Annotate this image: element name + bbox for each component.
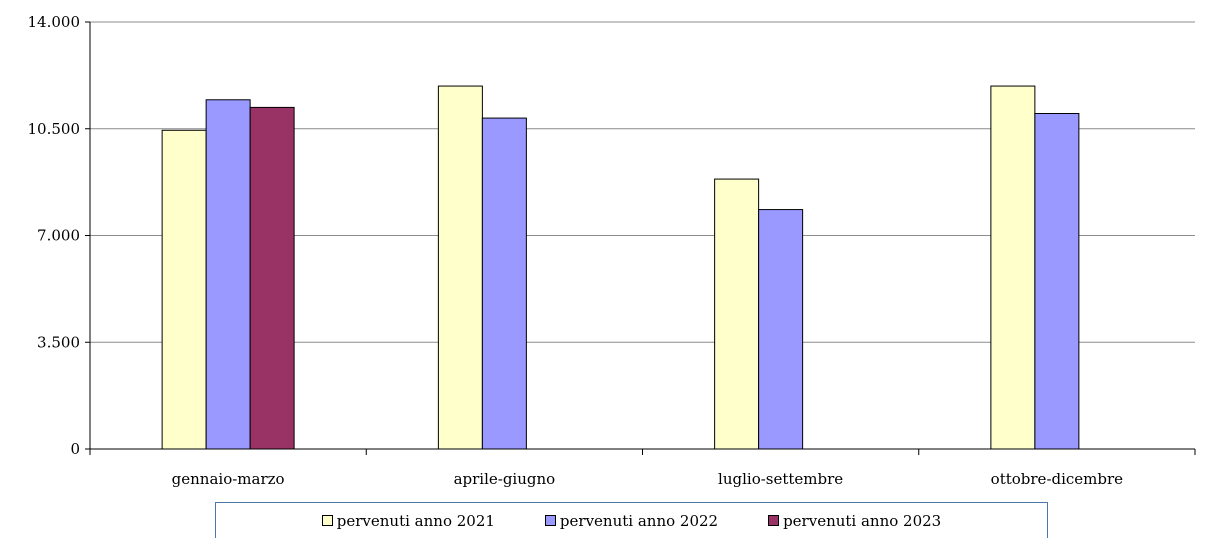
bar-ottobre-dicembre-series-0 (990, 85, 1036, 450)
y-tick-label-4: 14.000 (28, 13, 81, 31)
bar-gennaio-marzo-series-1 (205, 99, 251, 450)
bar-luglio-settembre-series-0 (714, 178, 760, 450)
bar-aprile-giugno-series-0 (437, 85, 483, 450)
bar-gennaio-marzo-series-0 (161, 129, 207, 450)
y-axis-tick-labels: 0 3.500 7.000 10.500 14.000 (28, 13, 81, 458)
bar-gennaio-marzo-series-2 (249, 106, 295, 450)
x-category-label-0: gennaio-marzo (172, 470, 285, 488)
bar-ottobre-dicembre-series-1 (1034, 113, 1080, 450)
y-tick-label-0: 0 (70, 440, 80, 458)
legend-label-2023: pervenuti anno 2023 (783, 511, 942, 530)
bars (161, 85, 1080, 450)
legend-swatch-2022 (544, 515, 556, 526)
axes (85, 21, 1196, 455)
legend-item-2021: pervenuti anno 2021 (321, 511, 495, 530)
bar-aprile-giugno-series-1 (481, 117, 527, 450)
x-axis-category-labels: gennaio-marzo aprile-giugno luglio-settemb… (172, 470, 1124, 488)
legend-swatch-2023 (768, 515, 780, 526)
legend: pervenuti anno 2021 pervenuti anno 2022 … (215, 502, 1048, 538)
legend-label-2022: pervenuti anno 2022 (559, 511, 719, 530)
legend-swatch-2021 (321, 515, 333, 526)
y-tick-label-2: 7.000 (37, 227, 80, 245)
y-tick-label-1: 3.500 (37, 333, 80, 351)
x-category-label-2: luglio-settembre (718, 470, 843, 488)
x-category-label-1: aprile-giugno (454, 470, 556, 488)
legend-label-2021: pervenuti anno 2021 (336, 511, 495, 530)
legend-item-2022: pervenuti anno 2022 (544, 511, 719, 530)
y-tick-label-3: 10.500 (28, 120, 81, 138)
x-category-label-3: ottobre-dicembre (991, 470, 1124, 488)
legend-item-2023: pervenuti anno 2023 (768, 512, 941, 530)
bar-luglio-settembre-series-1 (758, 209, 804, 450)
